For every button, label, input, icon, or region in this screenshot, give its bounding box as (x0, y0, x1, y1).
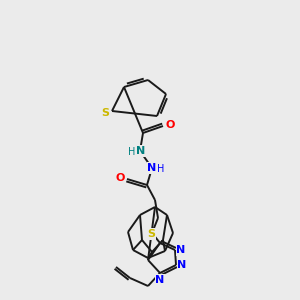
Text: O: O (165, 120, 175, 130)
Text: N: N (147, 163, 157, 173)
Text: H: H (157, 164, 165, 174)
Text: O: O (115, 173, 125, 183)
Text: N: N (136, 146, 146, 156)
Text: N: N (176, 245, 186, 255)
Text: S: S (147, 229, 155, 239)
Text: S: S (101, 108, 109, 118)
Text: N: N (177, 260, 187, 270)
Text: H: H (128, 147, 136, 157)
Text: N: N (155, 275, 165, 285)
